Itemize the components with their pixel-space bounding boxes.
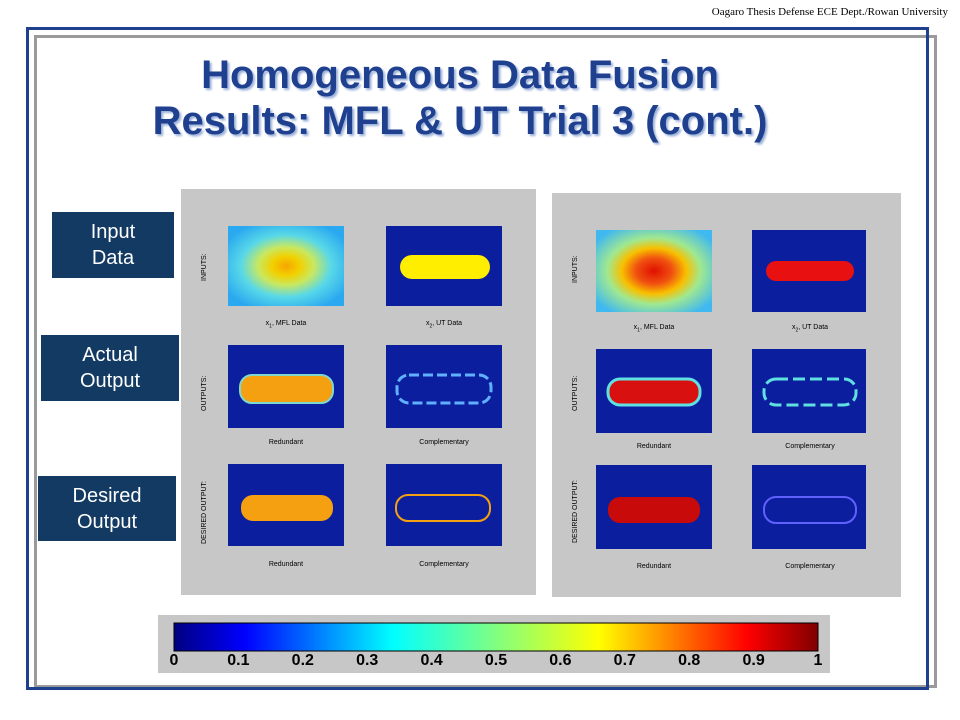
- colorbar-tick-label: 0.6: [549, 652, 572, 669]
- x1-label-right: x1, MFL Data: [633, 324, 675, 334]
- complementary-desired-map: [386, 464, 502, 546]
- row-label-inputs: INPUTS:: [201, 253, 208, 281]
- mfl-input-map-right: [596, 230, 712, 312]
- actual-output-label: Actual Output: [41, 335, 179, 401]
- colorbar-tick-label: 0.5: [484, 652, 508, 669]
- mfl-input-map: [228, 226, 344, 306]
- header-note: Oagaro Thesis Defense ECE Dept./Rowan Un…: [711, 6, 948, 18]
- complementary-label-right: Complementary: [785, 443, 835, 450]
- ut-input-blob: [400, 255, 490, 279]
- complementary-output-ring-right: [762, 377, 858, 407]
- colorbar-tick-label: 0.9: [742, 652, 765, 669]
- colorbar-tick-label: 1: [813, 652, 823, 669]
- redundant-output-blob: [239, 374, 334, 404]
- title-line-2: Results: MFL & UT Trial 3 (cont.): [152, 99, 768, 143]
- complementary-desired-ring: [395, 494, 491, 522]
- complementary-desired-map-right: [752, 465, 866, 549]
- colorbar-tick-label: 0.3: [356, 652, 379, 669]
- row-label-outputs-right: OUTPUTS:: [572, 375, 579, 411]
- complementary-output-ring: [395, 373, 493, 405]
- complementary-label: Complementary: [419, 439, 469, 446]
- redundant-desired-blob: [241, 495, 333, 521]
- complementary-output-map-right: [752, 349, 866, 433]
- colorbar-tick-label: 0.2: [291, 652, 314, 669]
- figure-left: INPUTS: OUTPUTS: DESIRED OUTPUT: x1, MFL…: [181, 189, 536, 595]
- redundant-label-2: Redundant: [268, 561, 304, 568]
- row-label-desired: DESIRED OUTPUT:: [201, 480, 208, 544]
- slide-frame: [26, 27, 929, 690]
- x1-label: x1, MFL Data: [265, 320, 307, 330]
- colorbar-tick-label: 0.1: [227, 652, 250, 669]
- row-label-desired-right: DESIRED OUTPUT:: [572, 479, 579, 543]
- figure-right: INPUTS: OUTPUTS: DESIRED OUTPUT: x1, MFL…: [552, 193, 901, 597]
- input-data-label: Input Data: [52, 212, 174, 278]
- redundant-label-right-2: Redundant: [636, 563, 672, 570]
- slide-title: Homogeneous Data Fusion Results: MFL & U…: [60, 52, 860, 144]
- colorbar-tick-label: 0.4: [420, 652, 443, 669]
- row-label-inputs-right: INPUTS:: [572, 255, 579, 283]
- complementary-desired-ring-right: [763, 496, 857, 524]
- ut-input-blob-right: [766, 261, 854, 281]
- row-label-outputs: OUTPUTS:: [201, 375, 208, 411]
- redundant-output-blob-right: [606, 377, 702, 407]
- x2-label-right: x2, UT Data: [791, 324, 829, 334]
- colorbar-tick-label: 0: [169, 652, 179, 669]
- colorbar-gradient: [173, 622, 819, 652]
- title-line-1: Homogeneous Data Fusion: [201, 53, 719, 97]
- colorbar: 0 0.1 0.2 0.3 0.4 0.5 0.6 0.7 0.8 0.9 1: [158, 615, 830, 673]
- colorbar-svg: [173, 622, 819, 652]
- redundant-label-right: Redundant: [636, 443, 672, 450]
- complementary-label-2: Complementary: [419, 561, 469, 568]
- colorbar-tick-label: 0.8: [678, 652, 701, 669]
- complementary-output-map: [386, 345, 502, 428]
- desired-output-label: Desired Output: [38, 476, 176, 541]
- figure-left-svg: [228, 226, 502, 546]
- slide-frame-shadow: [34, 35, 937, 688]
- figure-right-svg: [596, 230, 866, 549]
- redundant-label: Redundant: [268, 439, 304, 446]
- colorbar-tick-label: 0.7: [613, 652, 636, 669]
- complementary-label-right-2: Complementary: [785, 563, 835, 570]
- x2-label: x2, UT Data: [425, 320, 463, 330]
- redundant-desired-blob-right: [608, 497, 700, 523]
